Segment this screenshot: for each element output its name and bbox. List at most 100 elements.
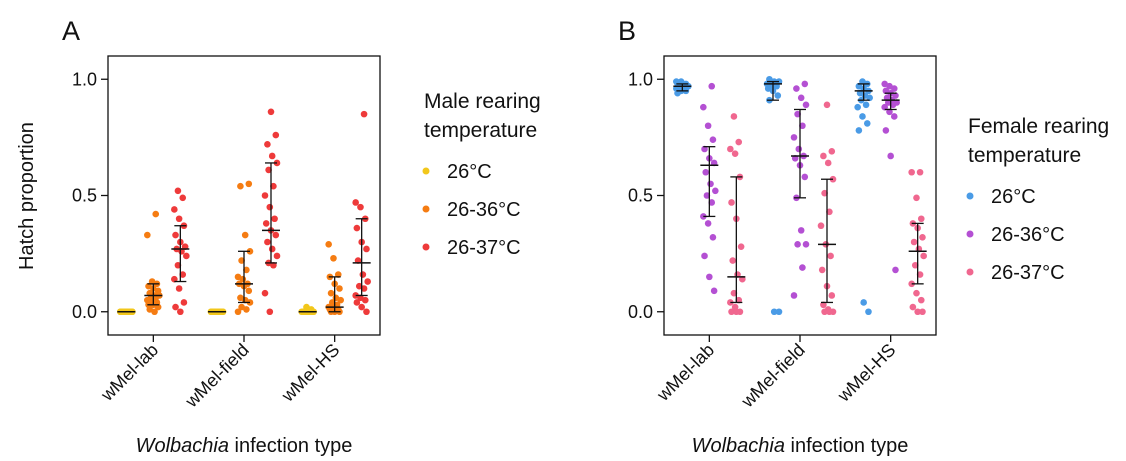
data-point	[702, 168, 710, 176]
data-point	[913, 289, 920, 297]
data-point	[363, 245, 370, 253]
legend-label-26-36-c: 26-36°C	[447, 199, 521, 221]
data-point	[707, 180, 714, 188]
data-point	[172, 231, 179, 239]
data-point	[703, 192, 711, 199]
data-point	[708, 199, 716, 206]
data-point	[821, 308, 828, 316]
data-point	[910, 238, 918, 246]
data-point	[262, 220, 270, 227]
data-point	[775, 308, 783, 316]
data-point	[172, 303, 179, 311]
x-axis-title: Wolbachia infection type	[692, 435, 909, 457]
data-point	[364, 278, 371, 285]
legend-swatch-26-37-c	[422, 243, 430, 251]
data-point	[179, 271, 187, 278]
data-point	[881, 103, 888, 111]
data-point	[353, 224, 361, 232]
x-tick-label-wmel-hs: wMel-HS	[833, 340, 899, 406]
data-point	[238, 257, 245, 264]
data-point	[241, 231, 249, 239]
data-point	[866, 94, 873, 102]
data-point	[731, 150, 739, 157]
data-point	[886, 108, 893, 116]
data-point	[727, 299, 734, 306]
data-point	[264, 238, 271, 246]
data-point	[180, 299, 188, 306]
data-point	[919, 234, 926, 241]
data-point	[914, 308, 921, 316]
data-point	[183, 252, 190, 260]
data-point	[865, 308, 872, 316]
data-point	[818, 266, 826, 274]
data-point	[820, 152, 827, 160]
legend-label-26-36-c: 26-36°C	[991, 224, 1065, 246]
data-point	[337, 296, 344, 304]
data-point	[272, 231, 280, 239]
data-point	[704, 220, 712, 227]
data-point	[709, 136, 717, 143]
data-point	[706, 273, 713, 281]
data-point	[828, 292, 836, 299]
data-point	[802, 101, 810, 109]
data-point	[733, 308, 740, 316]
data-point	[171, 275, 178, 283]
data-point	[327, 289, 335, 297]
data-point	[710, 287, 718, 295]
data-point	[730, 113, 738, 120]
data-point	[272, 131, 280, 139]
data-point	[859, 113, 866, 120]
data-point	[827, 252, 834, 260]
data-point	[799, 264, 806, 271]
data-point	[268, 152, 276, 160]
data-point	[361, 296, 369, 304]
data-point	[795, 145, 803, 153]
legend-swatch-26-37-c	[966, 268, 974, 276]
panel-b: B Wolbachia infection type 0.0 0.5 1.0 wMel…	[618, 16, 1109, 457]
legend-swatch-26-c	[422, 167, 430, 175]
data-point	[860, 299, 867, 306]
data-point	[267, 108, 275, 116]
data-point	[245, 287, 253, 295]
data-point	[735, 296, 743, 304]
data-point	[151, 308, 158, 316]
data-point	[823, 101, 831, 109]
data-point	[334, 271, 342, 278]
legend-swatch-26-c	[966, 192, 974, 200]
data-point	[704, 122, 712, 130]
legend-title: temperature	[424, 119, 537, 142]
data-point	[917, 215, 925, 223]
data-point	[882, 127, 890, 134]
data-point	[357, 203, 364, 211]
data-point	[270, 261, 277, 269]
data-point	[175, 285, 183, 292]
data-point	[909, 303, 917, 311]
data-point	[862, 101, 870, 109]
data-point	[794, 241, 801, 248]
data-point	[911, 261, 919, 269]
legend-label-26-37-c: 26-37°C	[447, 237, 521, 259]
data-point	[144, 231, 151, 239]
data-point	[913, 194, 920, 202]
data-point	[737, 243, 745, 250]
panel-label: B	[618, 16, 636, 46]
y-tick-label: 1.0	[72, 69, 97, 89]
data-point	[799, 122, 806, 130]
legend-title: Male rearing	[424, 90, 541, 113]
data-point	[790, 134, 798, 141]
y-tick-label: 0.0	[72, 302, 97, 322]
data-point	[359, 271, 367, 278]
data-point	[270, 182, 277, 190]
y-tick-label: 1.0	[628, 69, 653, 89]
data-point	[728, 199, 735, 206]
legend-title: Female rearing	[968, 115, 1109, 138]
data-point	[237, 182, 244, 190]
x-tick-label-wmel-hs: wMel-HS	[277, 340, 343, 406]
data-point	[353, 299, 361, 306]
legend-label-26-37-c: 26-37°C	[991, 262, 1065, 284]
legend-swatch-26-36-c	[422, 205, 430, 213]
data-point	[360, 110, 368, 118]
data-point	[265, 166, 272, 174]
data-point	[797, 227, 805, 234]
data-point	[801, 173, 809, 181]
